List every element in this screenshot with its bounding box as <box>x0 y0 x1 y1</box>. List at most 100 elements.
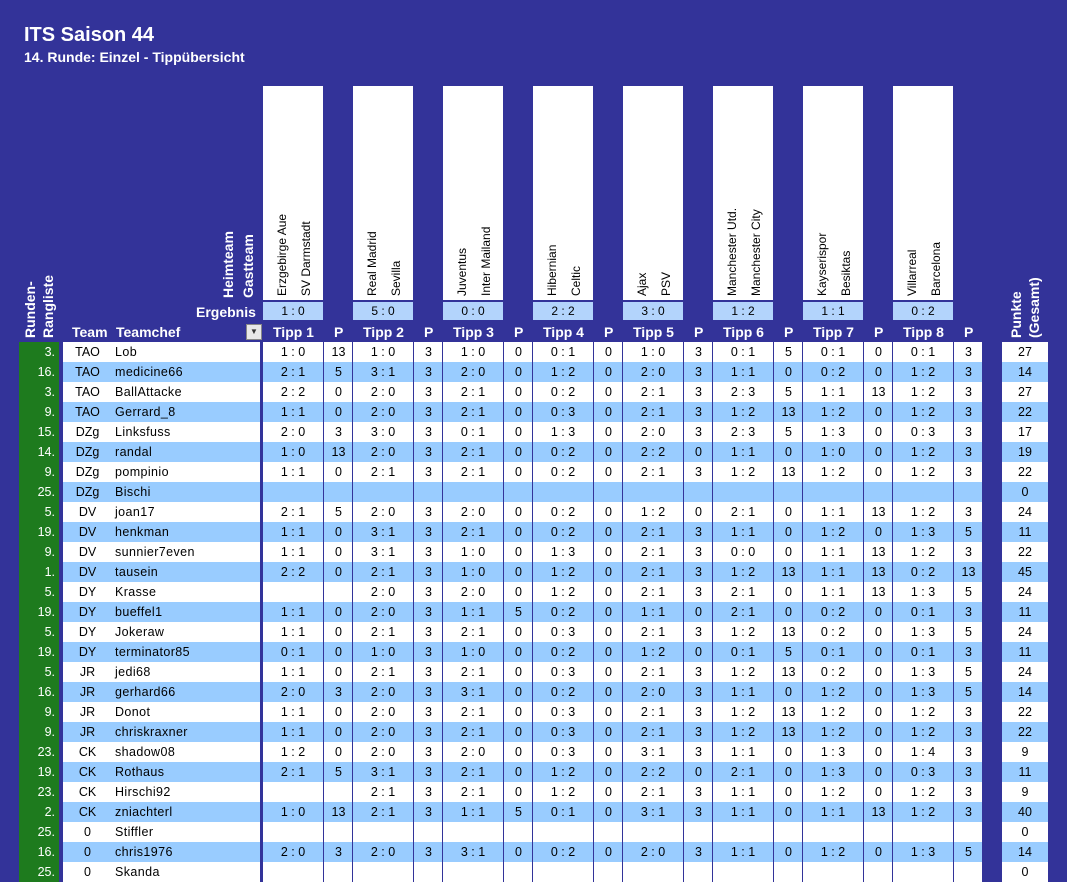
tipp-5-cell: 1 : 0 <box>623 342 683 362</box>
column-separator <box>802 462 803 482</box>
column-separator <box>802 482 803 502</box>
points-3-cell: 0 <box>504 402 533 422</box>
points-7-cell: 0 <box>864 602 893 622</box>
points-1-cell: 0 <box>324 642 353 662</box>
column-separator <box>442 742 443 762</box>
column-separator <box>982 762 983 782</box>
points-4-cell: 0 <box>594 462 623 482</box>
column-separator <box>442 762 443 782</box>
tipp-3-cell: 2 : 1 <box>443 662 503 682</box>
totals-gap <box>983 642 1002 662</box>
tipp-1-cell <box>263 582 323 602</box>
column-separator <box>442 562 443 582</box>
filter-dropdown-button[interactable]: ▼ <box>246 324 262 340</box>
column-separator <box>982 362 983 382</box>
points-3-cell: 0 <box>504 642 533 662</box>
column-separator <box>532 682 533 702</box>
points-3-cell: 0 <box>504 502 533 522</box>
tipp-4-cell: 0 : 3 <box>533 402 593 422</box>
team-cell: CK <box>63 782 112 802</box>
tipp-6-cell <box>713 482 773 502</box>
column-separator <box>622 642 623 662</box>
column-separator <box>982 782 983 802</box>
points-7-cell: 0 <box>864 702 893 722</box>
points-8-cell: 5 <box>954 682 983 702</box>
column-separator <box>622 702 623 722</box>
points-5-cell: 3 <box>684 582 713 602</box>
tipp-7-cell: 1 : 2 <box>803 842 863 862</box>
column-separator <box>892 842 893 862</box>
column-separator <box>892 602 893 622</box>
rank-cell: 5. <box>19 582 59 602</box>
column-separator <box>892 362 893 382</box>
page-title: ITS Saison 44 <box>24 24 155 46</box>
column-separator <box>262 802 263 822</box>
points-4-cell: 0 <box>594 602 623 622</box>
points-5-cell: 3 <box>684 802 713 822</box>
tipp-6-cell <box>713 822 773 842</box>
tipp-3-cell: 0 : 1 <box>443 422 503 442</box>
column-separator <box>622 342 623 362</box>
column-separator <box>442 802 443 822</box>
tipp-1-cell <box>263 822 323 842</box>
column-separator <box>442 822 443 842</box>
points-1-cell <box>324 582 353 602</box>
team-cell: CK <box>63 802 112 822</box>
column-separator <box>712 662 713 682</box>
totals-gap <box>983 382 1002 402</box>
points-5-cell: 3 <box>684 782 713 802</box>
points-2-cell: 3 <box>414 382 443 402</box>
points-8-cell <box>954 482 983 502</box>
tipp-1-cell: 2 : 2 <box>263 382 323 402</box>
points-3-cell: 5 <box>504 802 533 822</box>
column-separator <box>712 442 713 462</box>
tipp-3-cell: 2 : 0 <box>443 502 503 522</box>
column-separator <box>982 462 983 482</box>
column-separator <box>442 442 443 462</box>
column-separator <box>442 642 443 662</box>
tipp-7-cell: 0 : 2 <box>803 362 863 382</box>
rank-cell: 19. <box>19 642 59 662</box>
column-separator <box>262 662 263 682</box>
tipp-4-cell: 1 : 2 <box>533 782 593 802</box>
tipp-5-cell: 2 : 1 <box>623 722 683 742</box>
tipp-6-cell: 1 : 1 <box>713 362 773 382</box>
column-separator <box>442 542 443 562</box>
points-6-cell: 13 <box>774 402 803 422</box>
points-8-cell: 3 <box>954 702 983 722</box>
tipp-5-cell: 2 : 0 <box>623 842 683 862</box>
points-8-cell: 3 <box>954 742 983 762</box>
column-separator <box>892 682 893 702</box>
column-separator <box>802 862 803 882</box>
points-7-cell: 0 <box>864 842 893 862</box>
tipp-2-cell: 3 : 1 <box>353 762 413 782</box>
column-separator <box>622 542 623 562</box>
points-4-cell: 0 <box>594 522 623 542</box>
teamchef-cell: Stiffler <box>112 822 260 842</box>
points-7-cell: 0 <box>864 362 893 382</box>
tipp-2-cell: 2 : 0 <box>353 742 413 762</box>
tipp-1-cell: 2 : 0 <box>263 682 323 702</box>
rank-cell: 25. <box>19 482 59 502</box>
column-separator <box>262 522 263 542</box>
column-separator <box>622 822 623 842</box>
tipp-5-cell <box>623 482 683 502</box>
column-separator <box>892 522 893 542</box>
totals-gap <box>983 802 1002 822</box>
points-8-cell: 3 <box>954 502 983 522</box>
tipp-7-cell: 1 : 3 <box>803 742 863 762</box>
tipp-3-cell: 1 : 0 <box>443 562 503 582</box>
rangliste-label-1: Runden- <box>22 281 38 338</box>
rank-cell: 9. <box>19 402 59 422</box>
tipp-7-cell: 1 : 2 <box>803 402 863 422</box>
column-separator <box>892 622 893 642</box>
rank-cell: 16. <box>19 682 59 702</box>
points-8-cell: 3 <box>954 382 983 402</box>
total-points-cell: 0 <box>1002 822 1048 842</box>
tipp-4-cell: 0 : 2 <box>533 462 593 482</box>
column-separator <box>442 862 443 882</box>
